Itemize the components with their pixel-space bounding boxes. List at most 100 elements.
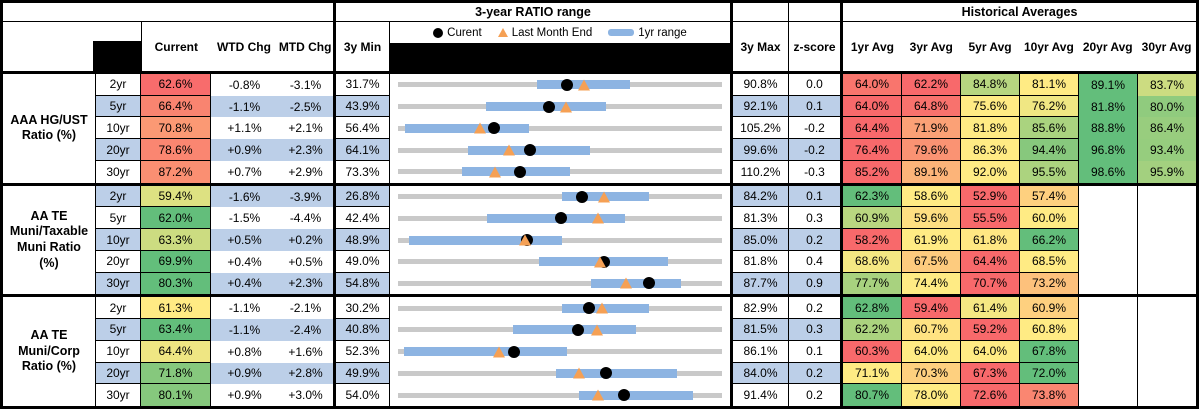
- title-spacer-3ymax: [733, 3, 789, 21]
- avg-value: 58.2%: [843, 229, 902, 251]
- current-value: 62.0%: [141, 207, 211, 230]
- range-bar-1yr: [404, 123, 530, 133]
- header-wtd-chg: WTD Chg: [216, 39, 271, 54]
- current-marker: [618, 389, 631, 402]
- avg-value: 70.7%: [961, 272, 1020, 295]
- tenor-label: 2yr: [96, 185, 141, 208]
- current-marker: [543, 100, 556, 113]
- mtd-chg-value: -4.4%: [278, 207, 336, 230]
- avg-value: 73.8%: [1020, 384, 1079, 406]
- wtd-chg-value: +0.5%: [211, 229, 278, 251]
- black-legend-bar: [390, 43, 730, 71]
- 3y-min-value: 42.4%: [336, 207, 390, 230]
- z-score-value: 0.3: [789, 319, 843, 341]
- avg-value: 72.0%: [1020, 362, 1079, 385]
- table-row: 30yr 80.1% +0.9% +3.0% 54.0% 91.4% 0.2 80.7% 78.…: [96, 384, 1196, 406]
- avg-value: 79.6%: [902, 139, 961, 161]
- header-current-wtd-mtd: Current WTD Chg MTD Chg: [141, 22, 336, 71]
- tenor-label: 10yr: [96, 117, 141, 140]
- mtd-chg-value: +0.2%: [278, 229, 336, 251]
- 3y-min-value: 49.9%: [336, 362, 390, 385]
- range-chart-cell: [390, 250, 733, 273]
- range-chart: [398, 74, 722, 96]
- z-score-value: 0.3: [789, 207, 843, 230]
- mtd-chg-value: +1.6%: [278, 340, 336, 363]
- header-tenor-cell: [93, 22, 141, 71]
- table-row: 30yr 80.3% +0.4% +2.3% 54.8% 87.7% 0.9 77.7% 74.…: [96, 272, 1196, 295]
- avg-value: 64.0%: [843, 74, 902, 96]
- avg-value: 89.1%: [902, 160, 961, 183]
- legend-last-month-label: Last Month End: [511, 26, 593, 39]
- current-value: 63.3%: [141, 229, 211, 251]
- avg-value: 67.5%: [902, 250, 961, 273]
- last-month-marker: [492, 346, 505, 358]
- avg-value: 66.2%: [1020, 229, 1079, 251]
- 3y-max-value: 110.2%: [733, 160, 789, 183]
- table-row: 20yr 71.8% +0.9% +2.8% 49.9% 84.0% 0.2 71.1% 70.…: [96, 362, 1196, 385]
- header-z-score: z-score: [789, 22, 843, 71]
- avg-value: 83.7%: [1138, 74, 1196, 96]
- wtd-chg-value: -1.6%: [211, 185, 278, 208]
- wtd-chg-value: +0.9%: [211, 139, 278, 161]
- avg-value: 89.1%: [1079, 74, 1138, 96]
- avg-value: 81.1%: [1020, 74, 1079, 96]
- avg-value: 74.4%: [902, 272, 961, 295]
- z-score-value: 0.4: [789, 250, 843, 273]
- avg-value: 76.4%: [843, 139, 902, 161]
- legend-1yr-range: 1yr range: [608, 27, 687, 39]
- avg-value: 88.8%: [1079, 117, 1138, 140]
- avg-value: 62.8%: [843, 297, 902, 320]
- z-score-value: -0.3: [789, 160, 843, 183]
- tenor-label: 5yr: [96, 319, 141, 341]
- current-value: 69.9%: [141, 250, 211, 273]
- range-track: [398, 125, 722, 131]
- range-chart-cell: [390, 74, 733, 96]
- current-value: 59.4%: [141, 185, 211, 208]
- wtd-chg-value: -1.1%: [211, 297, 278, 320]
- range-bar-icon: [608, 29, 635, 36]
- avg-value: 98.6%: [1079, 160, 1138, 183]
- range-track: [398, 392, 722, 398]
- wtd-chg-value: -0.8%: [211, 74, 278, 96]
- avg-value: [1079, 207, 1138, 230]
- 3y-min-value: 26.8%: [336, 185, 390, 208]
- last-month-marker: [519, 234, 532, 246]
- 3y-max-value: 86.1%: [733, 340, 789, 363]
- wtd-chg-value: +0.9%: [211, 384, 278, 406]
- avg-value: 60.8%: [1020, 319, 1079, 341]
- 3y-max-value: 99.6%: [733, 139, 789, 161]
- range-chart-cell: [390, 297, 733, 320]
- range-chart: [398, 96, 722, 118]
- table-row: 2yr 62.6% -0.8% -3.1% 31.7% 90.8% 0.0 64.0% 62.2…: [96, 74, 1196, 96]
- avg-value: 73.2%: [1020, 272, 1079, 295]
- avg-value: [1079, 319, 1138, 341]
- range-chart-cell: [390, 384, 733, 406]
- mtd-chg-value: -3.9%: [278, 185, 336, 208]
- header-range-chart: Curent Last Month End 1yr range: [390, 22, 733, 71]
- wtd-chg-value: +0.9%: [211, 362, 278, 385]
- range-chart-cell: [390, 362, 733, 385]
- current-marker: [571, 323, 584, 336]
- wtd-chg-value: +0.4%: [211, 250, 278, 273]
- mtd-chg-value: +2.8%: [278, 362, 336, 385]
- 3y-max-value: 92.1%: [733, 95, 789, 118]
- avg-value: 92.0%: [961, 160, 1020, 183]
- range-chart-cell: [390, 160, 733, 183]
- current-value: 63.4%: [141, 319, 211, 341]
- group-label-line: AA TE: [30, 328, 68, 343]
- avg-value: 80.7%: [843, 384, 902, 406]
- group-label: AA TE Muni/Corp Ratio (%): [3, 297, 96, 406]
- range-chart: [398, 186, 722, 208]
- avg-value: 71.1%: [843, 362, 902, 385]
- tenor-label: 20yr: [96, 139, 141, 161]
- mtd-chg-value: +2.9%: [278, 160, 336, 183]
- avg-value: 86.4%: [1138, 117, 1196, 140]
- group-label-line: Muni Ratio: [17, 240, 81, 254]
- 3y-min-value: 48.9%: [336, 229, 390, 251]
- avg-value: 93.4%: [1138, 139, 1196, 161]
- 3y-max-value: 105.2%: [733, 117, 789, 140]
- avg-value: 68.6%: [843, 250, 902, 273]
- wtd-chg-value: +0.8%: [211, 340, 278, 363]
- mtd-chg-value: -2.4%: [278, 319, 336, 341]
